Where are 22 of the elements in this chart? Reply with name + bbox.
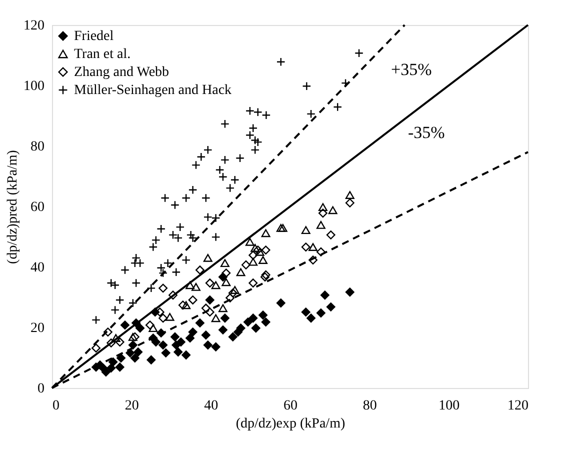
y-axis-title: (dp/dz)pred (kPa/m) [6, 150, 20, 264]
x-tick-label: 100 [438, 398, 460, 414]
legend-label: Tran et al. [74, 47, 131, 62]
y-tick-label: 0 [38, 382, 44, 396]
legend-label: Müller-Seinhagen and Hack [74, 83, 232, 98]
legend-label: Friedel [74, 29, 114, 44]
y-tick-label: 120 [24, 18, 44, 34]
annotation: +35% [391, 60, 432, 79]
x-tick-label: 40 [204, 398, 218, 414]
x-tick-label: 80 [362, 398, 377, 414]
y-tick-label: 20 [30, 321, 44, 336]
annotation: -35% [408, 123, 445, 142]
x-tick-label: 20 [124, 398, 139, 414]
y-tick-label: 60 [30, 200, 44, 215]
x-tick-label: 60 [284, 398, 298, 414]
y-tick-label: 40 [30, 260, 44, 276]
y-tick-label: 80 [30, 140, 44, 154]
x-tick-label: 0 [52, 398, 60, 414]
y-tick-label: 100 [24, 79, 44, 94]
x-tick-label: 120 [508, 398, 528, 414]
legend-label: Zhang and Webb [74, 65, 170, 80]
x-axis-title: (dp/dz)exp (kPa/m) [236, 416, 346, 432]
